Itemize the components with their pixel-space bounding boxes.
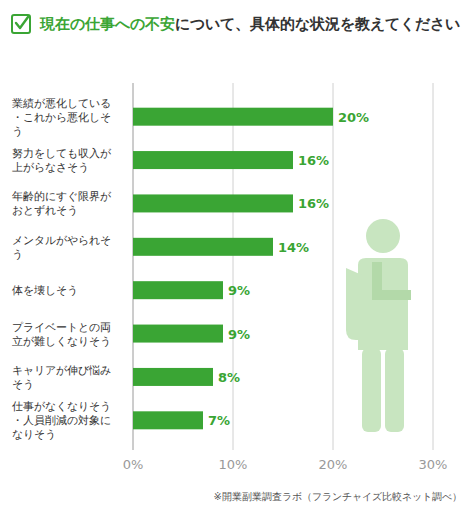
- tick-label: 20%: [319, 457, 348, 472]
- data-label: 8%: [218, 370, 240, 385]
- category-line: 仕事がなくなりそう: [12, 400, 111, 413]
- data-label: 9%: [228, 327, 250, 342]
- category-label: 体を壊しそう: [12, 284, 78, 297]
- category-line: メンタルがやられそ: [12, 234, 111, 247]
- tick-label: 30%: [419, 457, 448, 472]
- bar: [133, 368, 213, 386]
- grid: [133, 83, 433, 450]
- icon-box: [12, 15, 30, 33]
- category-line: 体を壊しそう: [12, 284, 78, 297]
- tick-label: 10%: [219, 457, 248, 472]
- data-label: 9%: [228, 283, 250, 298]
- data-label: 16%: [298, 196, 329, 211]
- grid-line: [433, 83, 434, 450]
- title-line: について、具体的な状況を教えてください: [175, 15, 460, 33]
- data-label: 14%: [278, 240, 309, 255]
- data-label: 20%: [338, 110, 369, 125]
- category-line: 立が難しくなりそう: [12, 335, 111, 348]
- category-line: ・人員削減の対象に: [12, 414, 111, 427]
- data-label: 7%: [208, 413, 230, 428]
- bars: [133, 108, 333, 430]
- grid-line: [233, 83, 234, 450]
- category-label: 努力をしても収入が上がらなさそう: [12, 147, 112, 174]
- category-label: キャリアが伸び悩みそう: [12, 364, 111, 391]
- category-line: そう: [12, 378, 34, 391]
- bar: [133, 238, 273, 256]
- bar: [133, 325, 223, 343]
- source-note: ※開業副業調査ラボ（フランチャイズ比較ネット調べ）: [214, 491, 462, 502]
- category-line: ・これから悪化しそ: [12, 111, 111, 124]
- person-head: [366, 219, 400, 253]
- icon-check: [16, 17, 28, 28]
- category-line: なりそう: [12, 428, 56, 441]
- title-icon: [12, 15, 30, 33]
- bar: [133, 281, 223, 299]
- grid-line: [133, 83, 134, 450]
- category-line: プライベートとの両: [12, 321, 111, 334]
- category-label: 業績が悪化している・これから悪化しそう: [12, 97, 111, 138]
- person-body: [358, 258, 408, 350]
- title-line: 現在の仕事への不安: [39, 15, 175, 33]
- person-leg: [385, 348, 404, 432]
- category-line: 努力をしても収入が: [12, 147, 112, 160]
- category-line: 業績が悪化している: [12, 97, 111, 110]
- tick-label: 0%: [123, 457, 144, 472]
- person-leg: [362, 348, 381, 432]
- bar: [133, 151, 293, 169]
- category-line: う: [12, 125, 23, 138]
- bar: [133, 108, 333, 126]
- person-arm: [346, 268, 362, 340]
- category-label: 仕事がなくなりそう・人員削減の対象になりそう: [12, 400, 111, 441]
- category-line: 上がらなさそう: [12, 161, 89, 174]
- category-line: キャリアが伸び悩み: [12, 364, 111, 377]
- bar: [133, 411, 203, 429]
- category-label: メンタルがやられそう: [12, 234, 111, 261]
- bar: [133, 194, 293, 212]
- category-label: プライベートとの両立が難しくなりそう: [12, 321, 111, 348]
- data-label: 16%: [298, 153, 329, 168]
- title: 現在の仕事への不安について、具体的な状況を教えてください: [39, 15, 460, 33]
- grid-line: [333, 83, 334, 450]
- category-line: う: [12, 248, 23, 261]
- chart: 現在の仕事への不安について、具体的な状況を教えてください 0% 10% 20% 30% 2…: [0, 0, 471, 514]
- category-label: 年齢的にすぐ限界がおとずれそう: [12, 190, 112, 217]
- category-line: 年齢的にすぐ限界が: [12, 190, 112, 203]
- category-line: おとずれそう: [12, 204, 78, 217]
- person-arm: [372, 262, 411, 300]
- person-illustration: [346, 219, 411, 432]
